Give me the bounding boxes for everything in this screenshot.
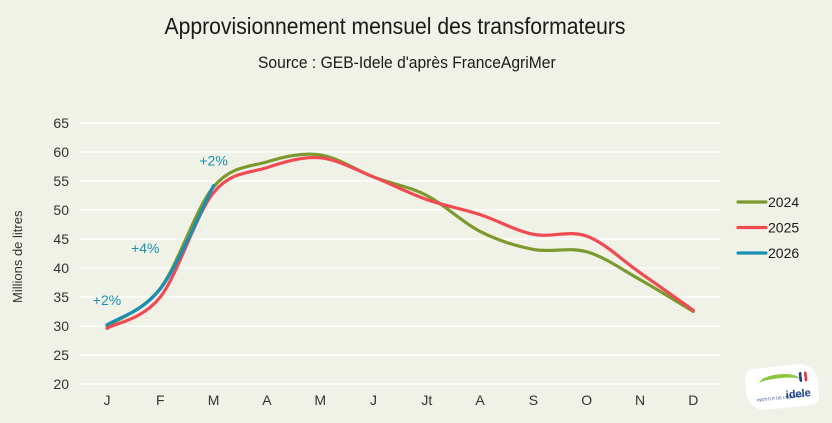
x-axis-ticks: J F M A M J Jt A S O N D <box>104 392 699 408</box>
y-tick-label: 50 <box>53 202 69 218</box>
y-tick-label: 35 <box>53 289 69 305</box>
x-tick-label: S <box>529 392 538 408</box>
x-tick-label: M <box>208 392 220 408</box>
y-axis-ticks: 20 25 30 35 40 45 50 55 60 65 <box>53 115 69 392</box>
y-tick-label: 60 <box>53 144 69 160</box>
legend-label-2026: 2026 <box>768 245 799 261</box>
y-tick-label: 65 <box>53 115 69 131</box>
series-line-2026 <box>105 184 216 327</box>
y-tick-label: 40 <box>53 260 69 276</box>
chart-subtitle: Source : GEB-Idele d'après FranceAgriMer <box>258 53 556 72</box>
flag-icon <box>798 371 808 383</box>
y-tick-label: 25 <box>53 347 69 363</box>
x-tick-label: N <box>635 392 645 408</box>
series-line-2025 <box>105 155 695 330</box>
x-tick-label: M <box>314 392 326 408</box>
legend: 2024 2025 2026 <box>736 194 799 261</box>
logo-text: idele <box>785 387 812 402</box>
gridlines <box>80 122 720 385</box>
idele-logo: INSTITUT DE L'ÉLEVAGE idele <box>744 362 820 412</box>
annotation-label: +2% <box>93 292 121 308</box>
x-tick-label: F <box>156 392 165 408</box>
y-tick-label: 55 <box>53 173 69 189</box>
chart-title: Approvisionnement mensuel des transforma… <box>164 13 626 39</box>
y-tick-label: 20 <box>53 376 69 392</box>
legend-label-2024: 2024 <box>768 194 799 210</box>
y-tick-label: 30 <box>53 318 69 334</box>
series-line-2024 <box>105 152 695 328</box>
x-tick-label: J <box>104 392 111 408</box>
logo-swoosh-icon <box>758 372 801 391</box>
y-axis-label: Millions de litres <box>10 210 25 303</box>
series-lines <box>105 152 695 330</box>
x-tick-label: A <box>262 392 272 408</box>
x-tick-label: A <box>475 392 485 408</box>
x-tick-label: Jt <box>421 392 432 408</box>
annotation-label: +2% <box>199 153 227 169</box>
y-tick-label: 45 <box>53 231 69 247</box>
annotations: +2% +4% +2% <box>93 153 228 308</box>
x-tick-label: J <box>370 392 377 408</box>
x-tick-label: O <box>581 392 592 408</box>
legend-label-2025: 2025 <box>768 220 799 236</box>
annotation-label: +4% <box>131 240 159 256</box>
x-tick-label: D <box>688 392 698 408</box>
